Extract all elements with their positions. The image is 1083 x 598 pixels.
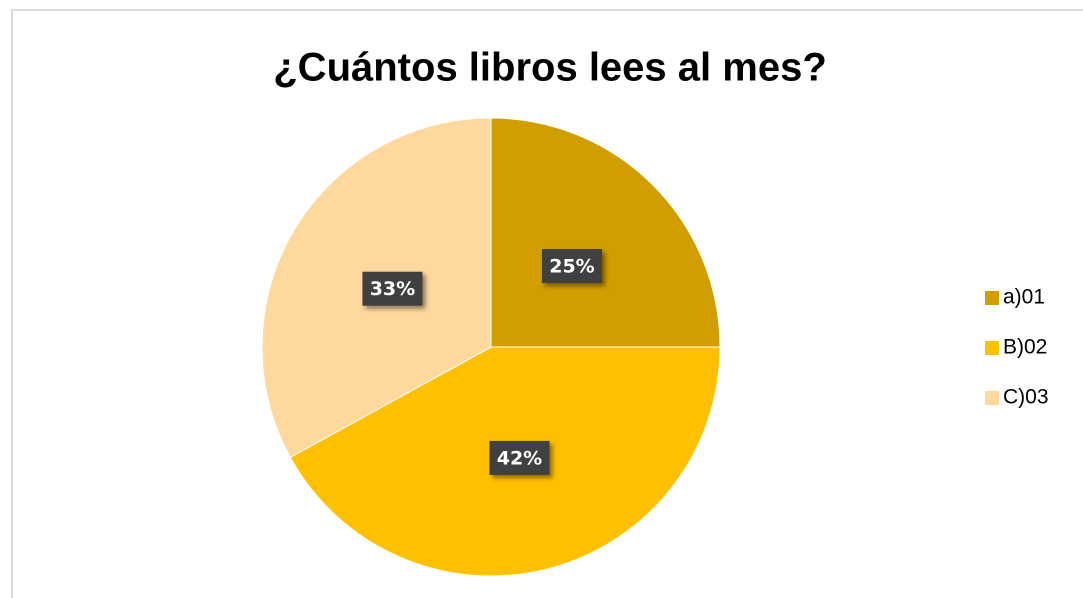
legend-label: B)02 (1003, 336, 1047, 359)
legend-swatch (985, 391, 999, 405)
value-label-box (489, 440, 550, 475)
chart-frame (11, 9, 1083, 598)
value-label: 25% (549, 256, 594, 278)
value-label-box (541, 249, 602, 284)
legend-label: a)01 (1003, 286, 1045, 309)
value-label-box (362, 271, 423, 306)
value-label: 33% (370, 278, 415, 300)
pie-slice (490, 117, 721, 348)
value-label: 42% (497, 447, 542, 469)
legend-swatch (985, 341, 999, 355)
chart-title: ¿Cuántos libros lees al mes? (273, 46, 827, 90)
legend-swatch (985, 291, 999, 305)
legend-label: C)03 (1003, 386, 1049, 409)
